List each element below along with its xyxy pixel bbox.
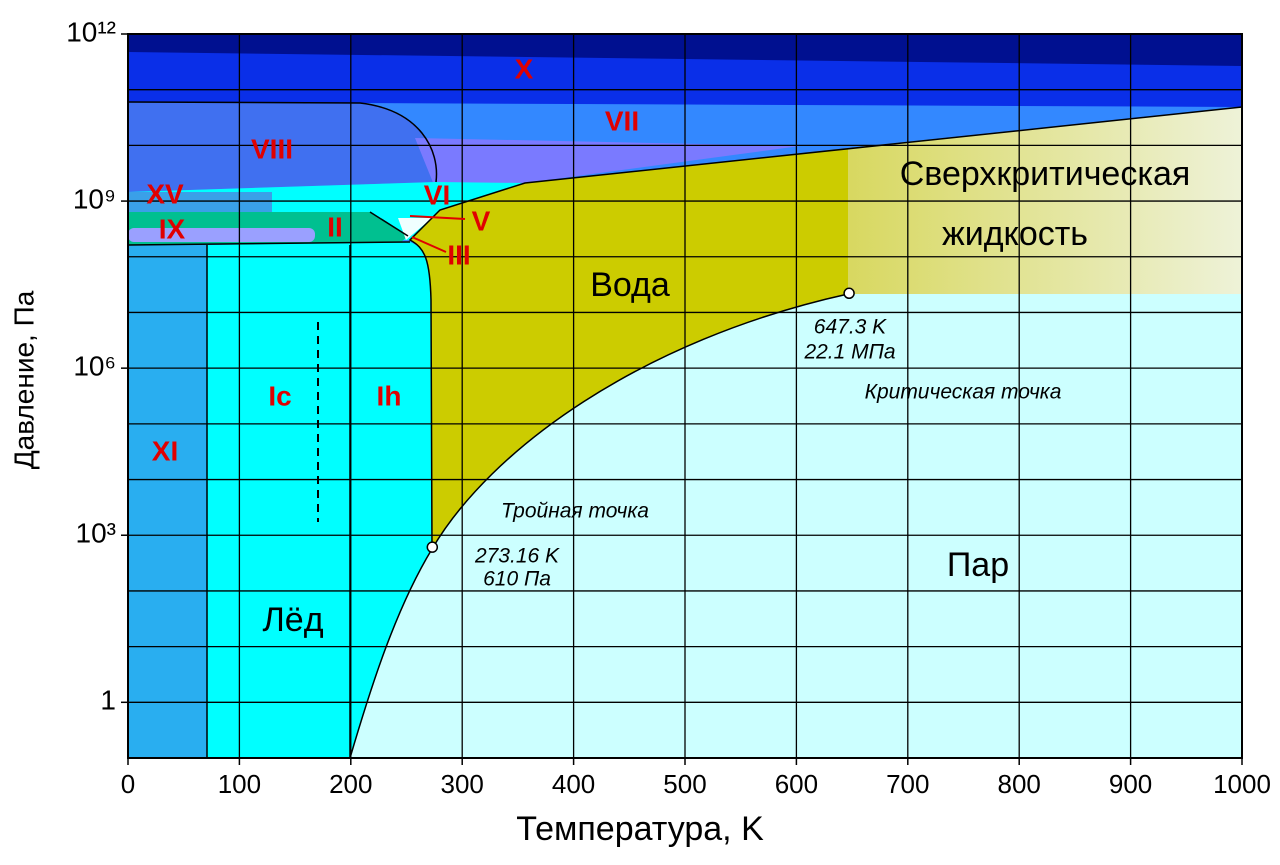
region-label: XV [146, 178, 184, 209]
region-lavender [415, 138, 800, 190]
x-tick-label: 1000 [1213, 769, 1271, 799]
y-tick-label: 10⁶ [73, 351, 116, 382]
point-label: 22.1 МПа [803, 341, 895, 364]
region-label: V [472, 205, 491, 236]
region-label: Ic [268, 380, 291, 411]
region-xv [128, 192, 272, 213]
y-axis-label: Давление, Па [8, 290, 39, 469]
point-label: 647.3 K [814, 316, 887, 339]
region-ice [207, 242, 432, 758]
plot-frame [127, 33, 1243, 759]
x-tick-label: 300 [441, 769, 484, 799]
boundary [206, 245, 351, 758]
region-xi [128, 245, 207, 758]
x-tick-label: 100 [218, 769, 261, 799]
x-tick-label: 800 [998, 769, 1041, 799]
region-label: XI [152, 435, 178, 466]
x-tick-label: 200 [329, 769, 372, 799]
y-tick-label: 10¹² [66, 16, 116, 47]
x-tick-label: 0 [121, 769, 135, 799]
special-point [426, 541, 439, 553]
region-label: Пар [947, 546, 1009, 584]
boundary [408, 106, 1243, 550]
point-label: 610 Па [483, 568, 551, 591]
point-labels: Тройная точка 273.16 K 610 Па Критическа… [474, 316, 1061, 591]
point-label: 273.16 K [474, 545, 560, 568]
region-label: II [327, 211, 343, 242]
region-label: жидкость [942, 215, 1088, 253]
point-name: Критическая точка [865, 381, 1062, 404]
region-label: Лёд [262, 601, 323, 639]
y-tick-label: 10³ [76, 518, 116, 549]
region-label: Вода [590, 266, 670, 304]
phase-boundaries [127, 101, 1243, 759]
region-viii [128, 102, 437, 192]
region-ix [128, 228, 315, 242]
region-labels: X VII VIII XV IX II VI V III Ic Ih XI Во… [146, 53, 1190, 639]
x-tick-label: 700 [886, 769, 929, 799]
region-label: VIII [251, 133, 293, 164]
special-point [843, 287, 855, 300]
y-tick-label: 1 [100, 685, 116, 716]
point-name: Тройная точка [501, 500, 649, 523]
region-label: X [515, 53, 534, 84]
region-label: Ih [377, 380, 402, 411]
region-label: IX [159, 213, 186, 244]
leader-line [409, 215, 466, 253]
region-label: Сверхкритическая [900, 155, 1191, 193]
boundary [127, 241, 411, 246]
x-tick-label: 900 [1109, 769, 1152, 799]
boundary [349, 293, 849, 759]
x-tick-label: 500 [663, 769, 706, 799]
region-label: III [447, 239, 470, 270]
boundary [369, 211, 409, 237]
boundary [127, 101, 438, 183]
x-tick-label: 600 [775, 769, 818, 799]
y-tick-label: 10⁹ [73, 183, 116, 214]
x-tick-label: 400 [552, 769, 595, 799]
region-label: VI [424, 179, 450, 210]
x-axis-label: Температура, K [516, 810, 764, 848]
region-label: VII [605, 105, 639, 136]
